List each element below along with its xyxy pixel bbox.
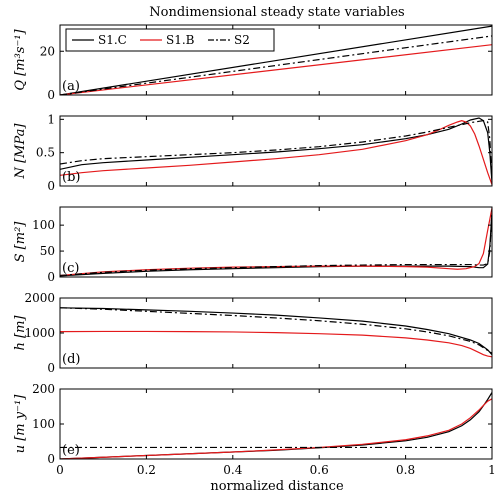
y-axis-label: u [m y⁻¹] — [13, 394, 28, 453]
x-tick-label: 0.8 — [396, 463, 415, 477]
series-line-s2 — [60, 35, 492, 95]
series-line-s1-b — [60, 120, 492, 185]
y-tick-label: 100 — [32, 417, 55, 431]
y-axis-label: S [m²] — [13, 221, 28, 263]
series-group — [60, 25, 492, 95]
y-tick-label: 200 — [32, 382, 55, 396]
y-tick-label: 0 — [47, 179, 55, 193]
panel-label: (a) — [62, 79, 80, 94]
series-line-s1-b — [60, 398, 492, 459]
y-tick-label: 20 — [40, 44, 55, 58]
plot-frame — [59, 388, 493, 460]
series-line-s1-c — [60, 392, 492, 459]
legend: S1.C S1.B S2 — [65, 28, 275, 52]
panel-3: 0 1000 2000 h [m] (d) — [13, 291, 493, 375]
y-axis-label: N [MPa] — [13, 123, 28, 180]
panel-4: 0 0.2 0.4 0.6 0.8 1 0 100 200 u [m y⁻¹] (e) — [13, 382, 496, 477]
legend-label: S1.B — [166, 33, 195, 47]
y-axis-label: h [m] — [13, 315, 28, 351]
plot-frame — [59, 206, 493, 278]
panels: 0 20 Q [m³s⁻¹] (a) S1.C S1.B S2 0 0.5 1 N [MPa] (b)… — [13, 24, 496, 477]
y-tick-label: 0 — [47, 452, 55, 466]
series-line-s1-b — [60, 44, 492, 95]
x-tick-label: 0.6 — [310, 463, 329, 477]
y-tick-label: 50 — [40, 244, 55, 258]
x-tick-label: 0 — [56, 463, 64, 477]
x-tick-label: 0.4 — [223, 463, 242, 477]
series-group — [60, 307, 492, 358]
series-line-s1-b — [60, 207, 492, 277]
series-line-s2 — [60, 209, 492, 277]
legend-box — [65, 28, 275, 52]
plot-frame — [59, 24, 493, 96]
series-group — [60, 117, 492, 185]
y-tick-label: 0 — [47, 270, 55, 284]
series-group — [60, 207, 492, 277]
panel-0: 0 20 Q [m³s⁻¹] (a) S1.C S1.B S2 — [13, 24, 493, 102]
legend-label: S2 — [234, 33, 250, 47]
legend-label: S1.C — [98, 33, 127, 47]
x-axis-label: normalized distance — [210, 479, 344, 494]
series-line-s2 — [60, 120, 492, 183]
panel-label: (c) — [62, 261, 79, 276]
panel-label: (b) — [62, 170, 80, 185]
x-tick-label: 1 — [488, 463, 496, 477]
panel-label: (d) — [62, 352, 80, 367]
series-line-s2 — [60, 307, 492, 354]
panel-2: 0 50 100 S [m²] (c) — [13, 206, 493, 284]
panel-label: (e) — [62, 443, 80, 458]
plot-frame — [59, 115, 493, 187]
figure-title: Nondimensional steady state variables — [149, 5, 404, 20]
y-tick-label: 0 — [47, 361, 55, 375]
y-axis-label: Q [m³s⁻¹] — [13, 28, 28, 90]
y-tick-label: 0 — [47, 88, 55, 102]
panel-1: 0 0.5 1 N [MPa] (b) — [13, 112, 493, 193]
y-tick-label: 100 — [32, 218, 55, 232]
series-line-s1-c — [60, 307, 492, 356]
y-tick-label: 1000 — [24, 326, 55, 340]
y-tick-label: 1 — [47, 112, 55, 126]
y-tick-label: 0.5 — [36, 146, 55, 160]
series-line-s1-b — [60, 330, 492, 358]
x-tick-label: 0.2 — [137, 463, 156, 477]
y-tick-label: 2000 — [24, 291, 55, 305]
series-group — [60, 392, 492, 459]
series-line-s1-c — [60, 25, 492, 95]
